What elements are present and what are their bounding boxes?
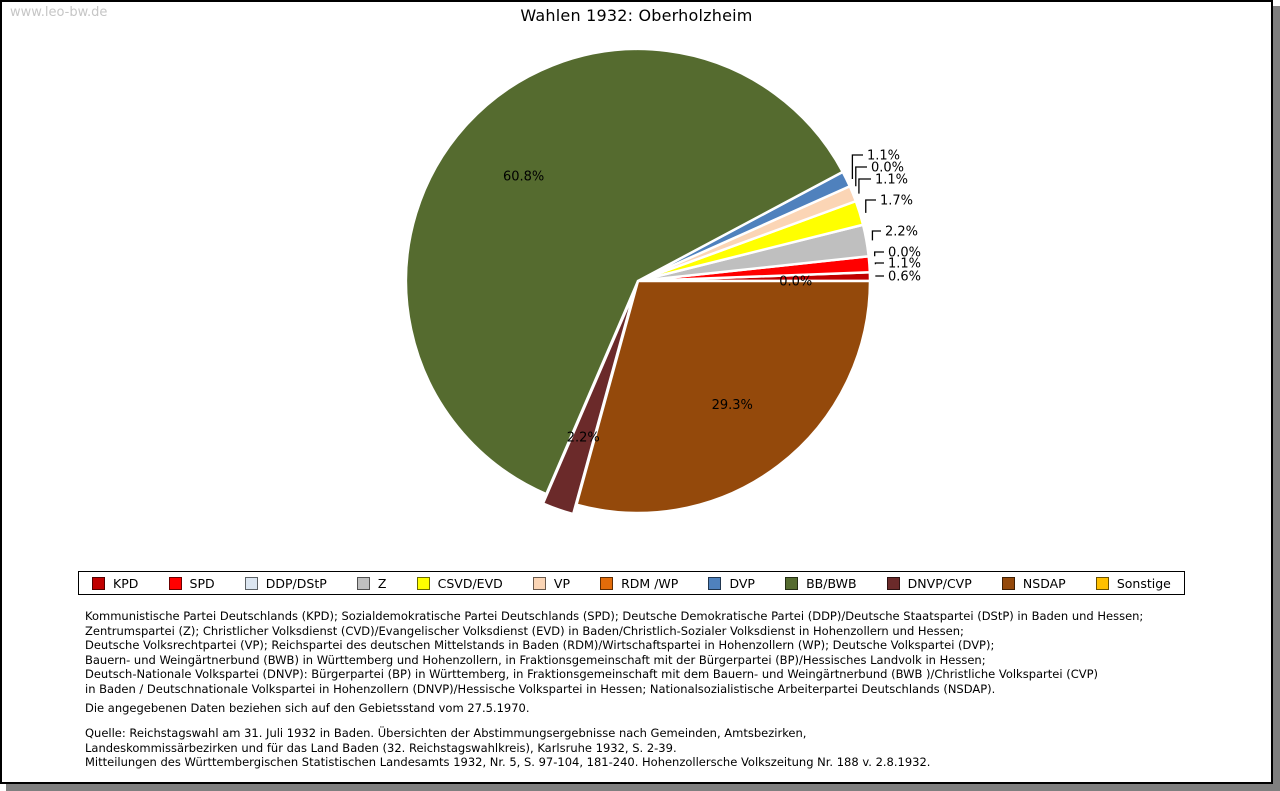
footnote-line: Deutsch-Nationale Volkspartei (DNVP): Bü… bbox=[85, 667, 1099, 682]
legend-swatch-icon bbox=[244, 576, 258, 590]
pie-slice-BB-BWB bbox=[404, 47, 844, 496]
slice-percent-label-DVP: 1.1% bbox=[867, 149, 900, 164]
frame-shadow-right bbox=[1273, 6, 1280, 791]
legend-label: SPD bbox=[189, 575, 215, 591]
legend-label: BB/BWB bbox=[806, 575, 857, 591]
callout-leader-line bbox=[855, 166, 867, 187]
legend-item-DDP-DStP: DDP/DStP bbox=[244, 575, 327, 591]
footnote-line: Deutsche Volksrechtpartei (VP); Reichspa… bbox=[85, 638, 995, 653]
legend-item-Sonstige: Sonstige bbox=[1095, 575, 1171, 591]
legend-swatch-icon bbox=[886, 576, 900, 590]
footnote-line: Zentrumspartei (Z); Christlicher Volksdi… bbox=[85, 623, 964, 638]
callout-leader-line bbox=[851, 154, 863, 180]
chart-legend: KPD SPD DDP/DStP Z CSVD/EVD VP RDM /WP DVP BB/BW… bbox=[78, 571, 1185, 595]
callout-leader-line bbox=[865, 199, 876, 213]
legend-item-NSDAP: NSDAP bbox=[1001, 575, 1066, 591]
legend-item-DVP: DVP bbox=[708, 576, 755, 591]
legend-swatch-icon bbox=[356, 576, 370, 590]
legend-label: NSDAP bbox=[1022, 575, 1066, 591]
legend-label: KPD bbox=[113, 575, 139, 591]
slice-percent-label-KPD: 0.6% bbox=[888, 270, 921, 285]
legend-item-Z: Z bbox=[356, 575, 387, 591]
legend-label: Sonstige bbox=[1116, 575, 1171, 591]
legend-item-RDM-WP: RDM /WP bbox=[600, 576, 678, 591]
legend-label: CSVD/EVD bbox=[437, 575, 503, 591]
slice-percent-label-RDM-WP: 0.0% bbox=[871, 161, 904, 176]
gebietsstand-note: Die angegebenen Daten beziehen sich auf … bbox=[85, 701, 530, 715]
source-note: Quelle: Reichstagswahl am 31. Juli 1932 … bbox=[85, 726, 930, 770]
footnote-line: Kommunistische Partei Deutschlands (KPD)… bbox=[85, 609, 1144, 623]
footnote-line: Bauern- und Weingärtnerbund (BWB) in Wür… bbox=[85, 652, 986, 667]
callout-leader-line bbox=[871, 230, 881, 241]
source-line: Mitteilungen des Württembergischen Stati… bbox=[85, 755, 931, 770]
legend-swatch-icon bbox=[708, 576, 722, 590]
pie-slice-DNVP-CVP bbox=[541, 289, 636, 516]
source-line: Quelle: Reichstagswahl am 31. Juli 1932 … bbox=[85, 726, 807, 740]
slice-percent-label-NSDAP: 29.3% bbox=[712, 398, 753, 413]
legend-swatch-icon bbox=[168, 576, 182, 590]
legend-label: VP bbox=[553, 575, 570, 591]
frame-shadow-bottom bbox=[6, 784, 1273, 791]
legend-item-DNVP-CVP: DNVP/CVP bbox=[886, 575, 972, 591]
legend-swatch-icon bbox=[1095, 576, 1109, 590]
legend-swatch-icon bbox=[532, 576, 546, 590]
legend-swatch-icon bbox=[416, 576, 430, 590]
legend-item-KPD: KPD bbox=[92, 576, 138, 591]
footnote-line: in Baden / Deutschnationale Volkspartei … bbox=[85, 681, 996, 696]
pie-slice-NSDAP bbox=[575, 279, 872, 515]
legend-label: DVP bbox=[729, 575, 755, 591]
legend-item-SPD: SPD bbox=[168, 575, 215, 591]
watermark: www.leo-bw.de bbox=[10, 5, 108, 20]
legend-label: Z bbox=[377, 575, 387, 591]
legend-item-VP: VP bbox=[532, 575, 570, 591]
slice-percent-label-DNVP-CVP: 2.2% bbox=[567, 431, 600, 446]
slice-percent-label-CSVD-EVD: 1.7% bbox=[880, 194, 913, 209]
slice-percent-label-DDP-DStP: 0.0% bbox=[888, 246, 921, 261]
slice-percent-label-Z: 2.2% bbox=[885, 225, 918, 240]
callout-leader-line bbox=[875, 275, 884, 277]
party-footnote: Kommunistische Partei Deutschlands (KPD)… bbox=[85, 609, 1143, 697]
legend-swatch-icon bbox=[1001, 576, 1015, 590]
legend-item-CSVD-EVD: CSVD/EVD bbox=[416, 575, 503, 591]
slice-percent-label-SPD: 1.1% bbox=[888, 257, 921, 272]
legend-swatch-icon bbox=[92, 576, 105, 590]
callout-leader-line bbox=[874, 262, 884, 265]
legend-label: DDP/DStP bbox=[265, 575, 327, 591]
legend-swatch-icon bbox=[600, 576, 614, 590]
legend-label: DNVP/CVP bbox=[907, 575, 972, 591]
source-line: Landeskommissärbezirken und für das Land… bbox=[85, 740, 677, 755]
legend-item-BB-BWB: BB/BWB bbox=[785, 575, 857, 591]
page-title: Wahlen 1932: Oberholzheim bbox=[520, 6, 753, 25]
pie-chart: 0.6%1.1%0.0%2.2%1.7%1.1%0.0%1.1%60.8%2.2… bbox=[404, 47, 921, 516]
callout-leader-line bbox=[874, 251, 884, 257]
slice-percent-label-VP: 1.1% bbox=[875, 173, 908, 188]
slice-percent-label-Sonstige: 0.0% bbox=[779, 275, 812, 290]
legend-label: RDM /WP bbox=[621, 575, 679, 591]
callout-leader-line bbox=[858, 178, 871, 194]
slice-percent-label-BB-BWB: 60.8% bbox=[503, 169, 544, 184]
legend-swatch-icon bbox=[785, 576, 799, 590]
